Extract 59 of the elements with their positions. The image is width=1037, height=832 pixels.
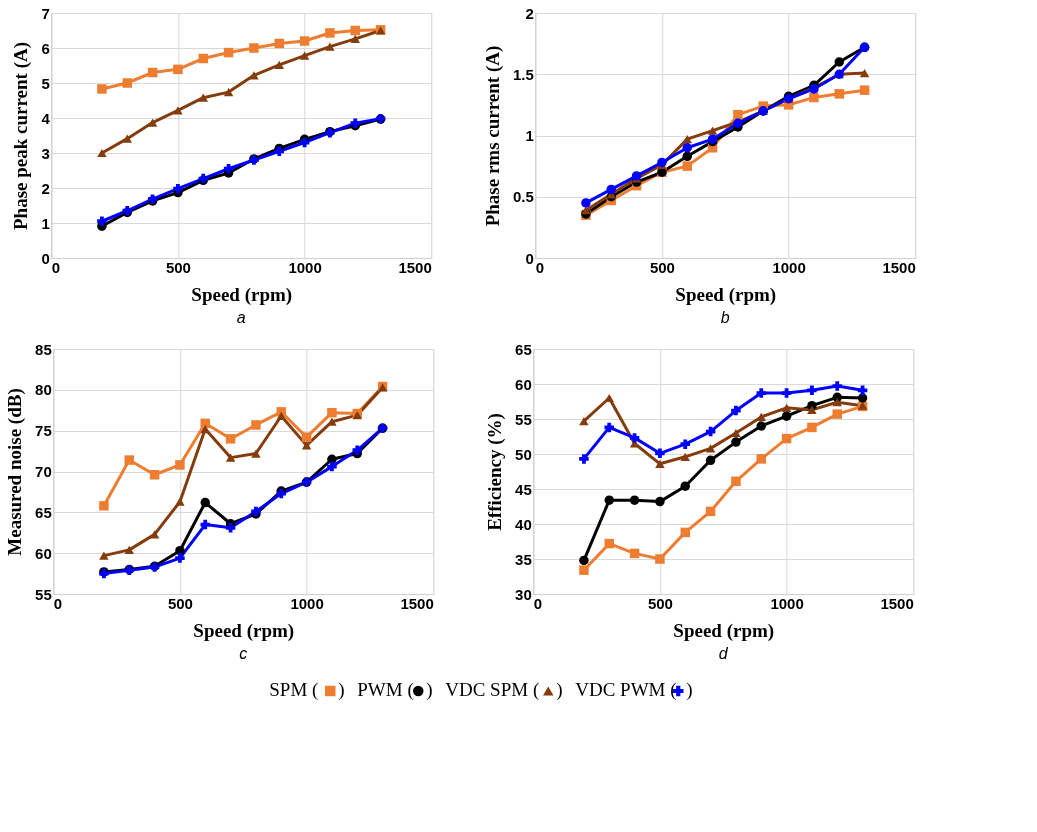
- y-axis-title: Phase rms current (A): [481, 45, 504, 227]
- x-axis-title: Speed (rpm): [191, 283, 293, 306]
- text: a: [236, 309, 246, 326]
- text: ): [686, 679, 693, 701]
- y-tick-label: 5: [41, 74, 50, 92]
- text: ): [556, 679, 563, 701]
- x-tick-label: 500: [167, 594, 193, 612]
- x-axis-title: Speed (rpm): [193, 619, 295, 642]
- y-tick-label: 6: [41, 39, 50, 57]
- legend-label: PWM (: [357, 679, 414, 701]
- y-axis-title: Efficiency (%): [484, 413, 507, 531]
- y-tick-label: 45: [515, 480, 532, 498]
- y-tick-label: 70: [35, 463, 52, 480]
- text: c: [239, 645, 248, 662]
- y-tick-label: 60: [515, 375, 532, 393]
- x-axis-title: Speed (rpm): [675, 283, 777, 306]
- y-tick-label: 75: [35, 422, 52, 440]
- text: ): [426, 679, 433, 701]
- y-tick-label: 55: [515, 410, 532, 428]
- x-tick-label: 500: [647, 594, 673, 612]
- x-tick-label: 1000: [772, 258, 806, 276]
- y-tick-label: 65: [35, 503, 52, 521]
- y-tick-label: 65: [515, 340, 532, 358]
- legend-label: VDC SPM (: [445, 679, 540, 701]
- y-tick-label: 55: [35, 585, 52, 603]
- x-tick-label: 1500: [398, 258, 432, 276]
- y-tick-label: 2: [525, 4, 534, 22]
- x-tick-label: 1500: [882, 258, 916, 276]
- y-tick-label: 3: [41, 144, 50, 162]
- y-tick-label: 4: [41, 109, 51, 127]
- y-tick-label: 35: [515, 550, 532, 568]
- x-tick-label: 500: [649, 258, 675, 276]
- y-tick-label: 0.5: [512, 188, 534, 206]
- y-tick-label: 60: [35, 544, 52, 562]
- x-tick-label: 1500: [400, 594, 434, 612]
- x-tick-label: 1000: [290, 594, 324, 612]
- y-tick-label: 40: [515, 515, 532, 533]
- y-tick-label: 50: [515, 445, 532, 463]
- y-tick-label: 1.5: [512, 65, 534, 83]
- x-tick-label: 1000: [288, 258, 322, 276]
- legend-label: VDC PWM (: [575, 679, 677, 701]
- x-tick-label: 1000: [770, 594, 804, 612]
- y-tick-label: 2: [41, 179, 50, 197]
- x-tick-label: 1500: [880, 594, 914, 612]
- y-tick-label: 85: [35, 340, 52, 358]
- text: d: [718, 645, 729, 662]
- x-tick-label: 0: [53, 594, 63, 612]
- y-axis-title: Phase peak current (A): [10, 41, 33, 231]
- y-tick-label: 7: [41, 4, 50, 22]
- y-axis-title: Measured noise (dB): [4, 388, 27, 556]
- legend-label: SPM (: [269, 679, 319, 701]
- y-tick-label: 30: [515, 585, 532, 603]
- x-axis-title: Speed (rpm): [673, 619, 775, 642]
- text: ): [338, 679, 345, 701]
- text: b: [720, 309, 730, 326]
- x-tick-label: 500: [165, 258, 191, 276]
- y-tick-label: 80: [35, 381, 52, 399]
- y-tick-label: 1: [525, 127, 534, 144]
- y-tick-label: 1: [41, 214, 50, 232]
